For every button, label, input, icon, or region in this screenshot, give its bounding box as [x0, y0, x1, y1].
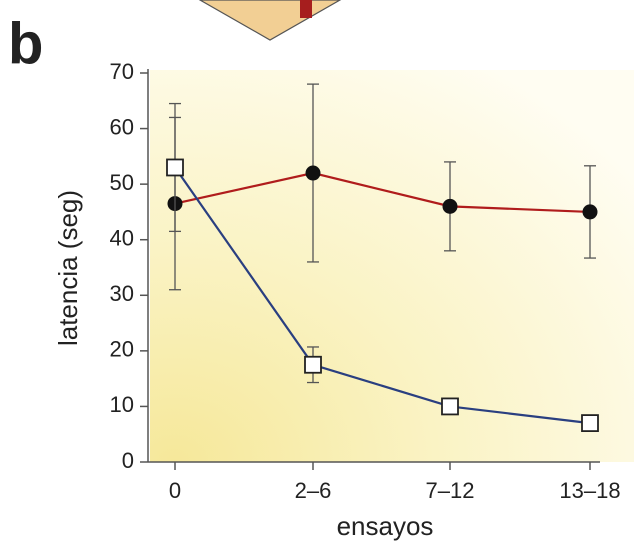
x-tick-label: 0	[169, 478, 181, 503]
marker	[443, 199, 458, 214]
marker	[167, 159, 183, 175]
marker	[582, 415, 598, 431]
marker	[306, 166, 321, 181]
x-tick-label: 7–12	[426, 478, 475, 503]
y-tick-label: 20	[110, 337, 134, 362]
y-tick-label: 50	[110, 170, 134, 195]
y-tick-label: 10	[110, 392, 134, 417]
y-tick-label: 0	[122, 448, 134, 473]
chart: b ensayos latencia (seg) 0 10 20 30 40 50 60 70…	[0, 0, 634, 550]
marker	[442, 398, 458, 414]
plot-background	[150, 70, 634, 462]
y-tick-label: 70	[110, 59, 134, 84]
panel-label: b	[8, 11, 43, 76]
x-tick-label: 2–6	[295, 478, 332, 503]
x-tick-label: 13–18	[559, 478, 620, 503]
decorative-shape	[300, 0, 312, 18]
marker	[583, 204, 598, 219]
x-axis-label: ensayos	[337, 511, 434, 541]
y-tick-label: 30	[110, 281, 134, 306]
marker	[305, 357, 321, 373]
y-axis-label: latencia (seg)	[53, 190, 83, 346]
y-tick-label: 40	[110, 226, 134, 251]
y-tick-label: 60	[110, 114, 134, 139]
decorative-shape	[200, 0, 340, 40]
